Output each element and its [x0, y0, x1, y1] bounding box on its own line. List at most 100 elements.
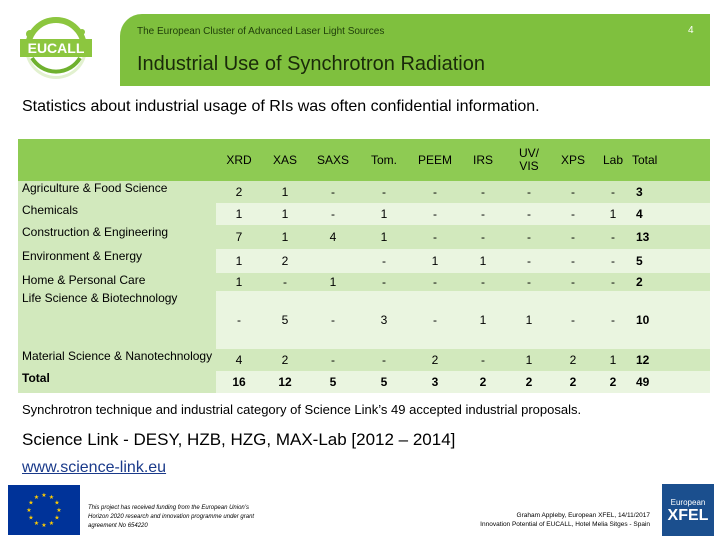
table-cell: 1 [262, 225, 308, 249]
table-cell: 1 [460, 249, 506, 273]
table-cell: - [216, 291, 262, 349]
eu-star: ★ [28, 500, 33, 507]
table-cell: 4 [308, 225, 358, 249]
eu-star: ★ [54, 500, 59, 507]
table-row: Chemicals 1 1-1- - - -1 4 [18, 203, 710, 225]
table-row: Construction & Engineering 7 1 4 1- - - - -13 [18, 225, 710, 249]
event-line: Innovation Potential of EUCALL, Hotel Me… [480, 521, 650, 528]
table-cell: - [262, 273, 308, 291]
row-label: Environment & Energy [18, 249, 216, 273]
table-cell: 1 [216, 273, 262, 291]
author-line: Graham Appleby, European XFEL, 14/11/201… [516, 512, 650, 519]
table-cell: - [506, 225, 552, 249]
table-cell: 2 [262, 249, 308, 273]
table-cell: - [410, 225, 460, 249]
column-header: Total [632, 139, 710, 181]
table-cell: - [506, 273, 552, 291]
table-cell: - [358, 181, 410, 203]
table-cell: 1 [506, 349, 552, 371]
row-label: Material Science & Nanotechnology [18, 349, 216, 371]
table-cell: 2 [594, 371, 632, 393]
table-cell: - [410, 203, 460, 225]
table-cell: - [552, 225, 594, 249]
row-label: Life Science & Biotechnology [18, 291, 216, 349]
table-row: Home & Personal Care 1-1- - - - - -2 [18, 273, 710, 291]
table-cell: - [308, 203, 358, 225]
table-cell: - [308, 349, 358, 371]
row-total-cell: 12 [632, 349, 710, 371]
table-cell: 2 [216, 181, 262, 203]
table-cell: 2 [506, 371, 552, 393]
table-cell: 4 [216, 349, 262, 371]
table-cell: - [460, 225, 506, 249]
row-label: Total [18, 371, 216, 393]
table-cell: 1 [410, 249, 460, 273]
table-cell: - [506, 203, 552, 225]
table-row: Environment & Energy 1 2-1 1- - -5 [18, 249, 710, 273]
table-cell: - [552, 249, 594, 273]
eu-star: ★ [34, 494, 39, 501]
row-total-cell: 3 [632, 181, 710, 203]
table-cell: 1 [460, 291, 506, 349]
slide-title: Industrial Use of Synchrotron Radiation [137, 53, 485, 75]
intro-text: Statistics about industrial usage of RIs… [22, 98, 540, 115]
table-row: Life Science & Biotechnology -5-3-1 1- -10 [18, 291, 710, 349]
column-header: UV/ VIS [506, 139, 552, 181]
row-label: Home & Personal Care [18, 273, 216, 291]
header-band [120, 14, 710, 86]
table-cell: 3 [410, 371, 460, 393]
eu-star: ★ [49, 520, 54, 527]
eu-star: ★ [34, 520, 39, 527]
table-cell: - [308, 291, 358, 349]
table-row: Total 16 12 5 5 3 2 2 2 2 49 [18, 371, 710, 393]
row-label: Agriculture & Food Science [18, 181, 216, 203]
table-cell: 1 [358, 203, 410, 225]
column-header: Tom. [358, 139, 410, 181]
table-cell: 1 [506, 291, 552, 349]
header-blank-cell [18, 139, 216, 181]
table-cell: - [506, 181, 552, 203]
row-total-cell: 4 [632, 203, 710, 225]
table-cell: 3 [358, 291, 410, 349]
row-label: Chemicals [18, 203, 216, 225]
eu-flag-icon: ★ ★★★★★★★★★★★ [8, 485, 80, 535]
website-link[interactable]: www.science-link.eu [22, 459, 167, 476]
row-total-cell: 49 [632, 371, 710, 393]
row-label: Construction & Engineering [18, 225, 216, 249]
logo-text: EUCALL [28, 40, 85, 56]
eu-star: ★ [28, 515, 33, 522]
eu-star: ★ [41, 492, 46, 499]
table-cell: - [552, 181, 594, 203]
table-cell: - [358, 349, 410, 371]
column-header: Lab [594, 139, 632, 181]
column-header: SAXS [308, 139, 358, 181]
xfel-top-text: European [670, 498, 706, 507]
table-cell: 12 [262, 371, 308, 393]
table-cell: 16 [216, 371, 262, 393]
table-caption: Synchrotron technique and industrial cat… [22, 402, 582, 417]
table-cell: - [594, 225, 632, 249]
table-cell: - [460, 349, 506, 371]
xfel-main-text: XFEL [667, 507, 709, 524]
table-cell: 2 [460, 371, 506, 393]
table-header-row: XRD XAS SAXS Tom. PEEM IRS UV/ VIS XPS L… [18, 139, 710, 181]
eu-star: ★ [41, 522, 46, 529]
table-cell: 5 [358, 371, 410, 393]
eu-star: ★ [49, 494, 54, 501]
table-cell: - [594, 291, 632, 349]
table-cell: - [410, 291, 460, 349]
table-cell: 1 [216, 203, 262, 225]
statistics-table: XRD XAS SAXS Tom. PEEM IRS UV/ VIS XPS L… [18, 139, 710, 393]
table-cell: 7 [216, 225, 262, 249]
table-cell: - [594, 181, 632, 203]
eu-star: ★ [56, 507, 61, 514]
column-header: XPS [552, 139, 594, 181]
table-row: Material Science & Nanotechnology 4 2- -2-1… [18, 349, 710, 371]
eucall-logo: EUCALL [20, 17, 92, 79]
eu-star: ★ [54, 515, 59, 522]
table-cell: - [358, 249, 410, 273]
science-link-heading: Science Link - DESY, HZB, HZG, MAX-Lab [… [22, 430, 456, 449]
column-header: XAS [262, 139, 308, 181]
column-header: PEEM [410, 139, 460, 181]
table-cell: - [460, 203, 506, 225]
